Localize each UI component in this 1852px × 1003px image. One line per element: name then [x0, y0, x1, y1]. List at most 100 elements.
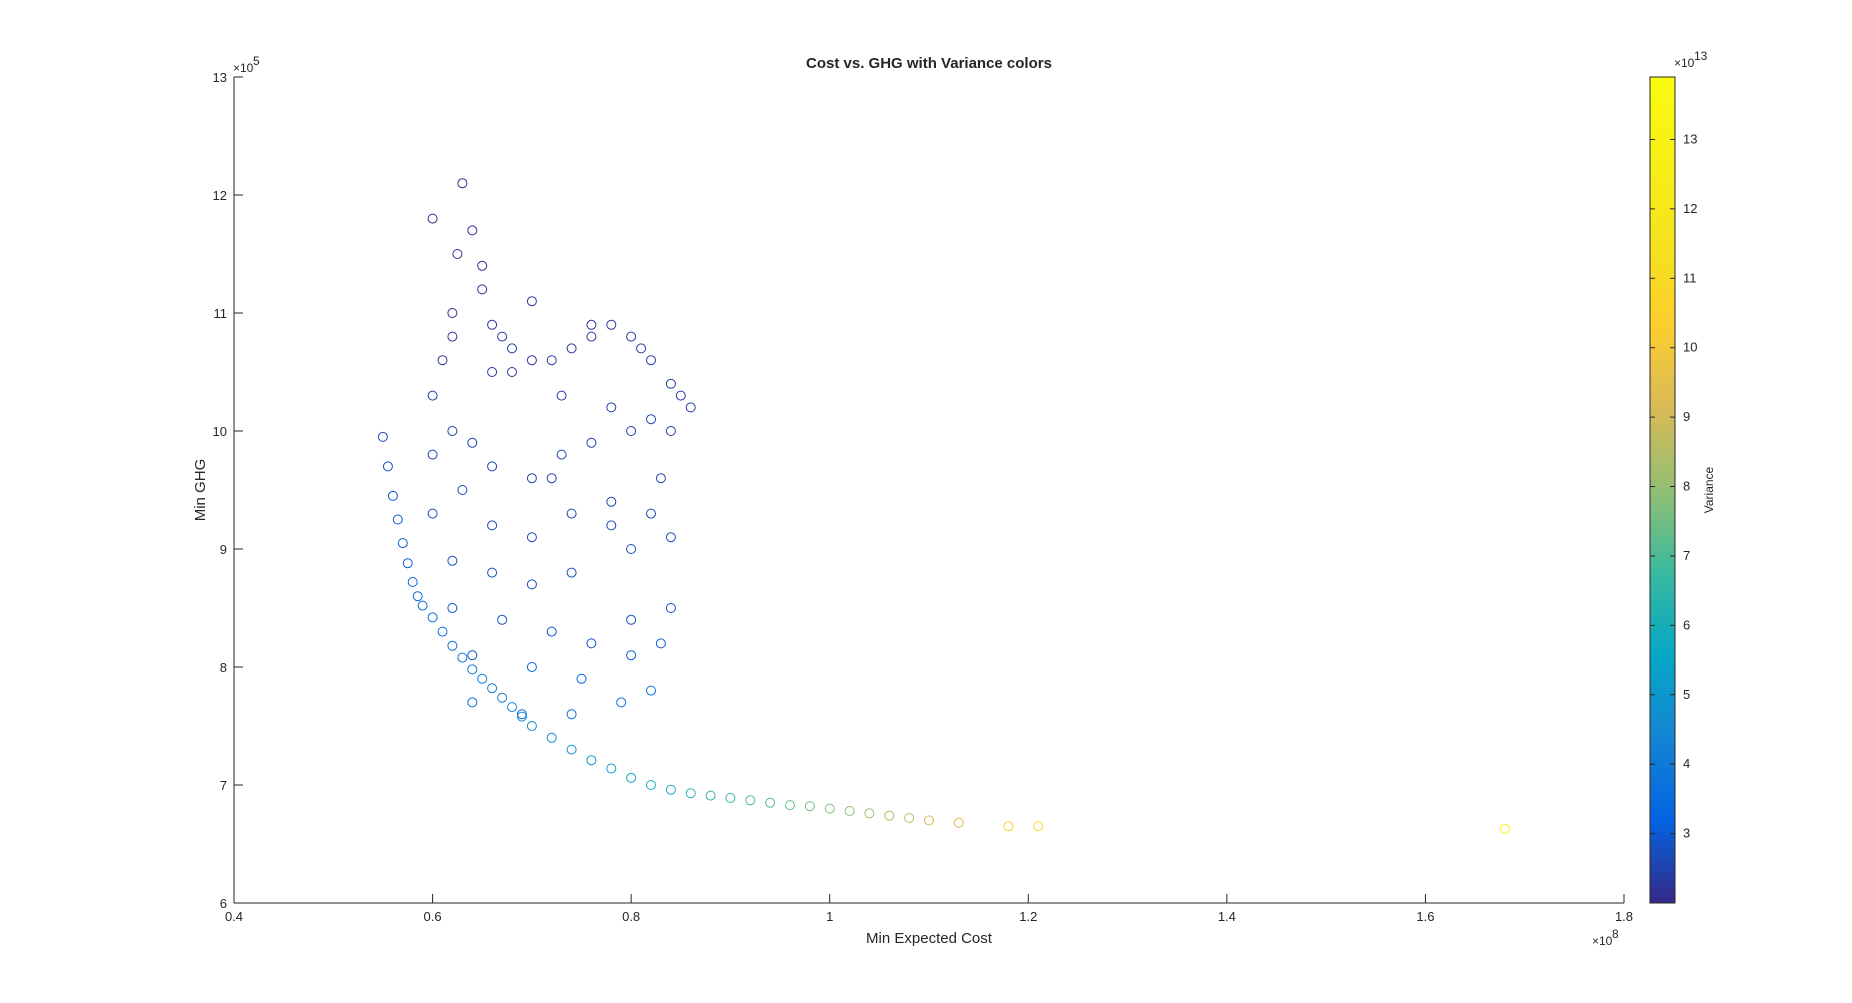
scatter-point	[382, 461, 393, 472]
scatter-point	[447, 603, 458, 613]
x-tick-label: 1.8	[1615, 909, 1633, 924]
scatter-point	[824, 803, 835, 814]
y-tick-label: 10	[213, 424, 227, 439]
scatter-point	[646, 508, 656, 519]
scatter-point	[412, 591, 423, 602]
scatter-point	[904, 813, 915, 823]
y-tick-label: 13	[213, 70, 227, 85]
scatter-point	[665, 784, 676, 795]
scatter-point	[864, 808, 875, 819]
scatter-point	[546, 473, 557, 484]
colorbar-tick-label: 5	[1683, 687, 1690, 702]
colorbar-label: Variance	[1702, 466, 1716, 513]
colorbar-tick-label: 11	[1683, 270, 1697, 285]
scatter-point	[765, 797, 776, 808]
scatter-point	[447, 555, 458, 566]
scatter-point	[566, 744, 577, 755]
scatter-point	[626, 331, 637, 342]
scatter-point	[526, 579, 537, 590]
x-axis-exponent-base: ×10	[1592, 934, 1613, 948]
scatter-point	[497, 614, 508, 625]
scatter-point	[586, 331, 597, 342]
colorbar-tick-label: 6	[1683, 617, 1690, 632]
scatter-point	[467, 437, 478, 448]
scatter-point	[452, 249, 463, 259]
x-tick-label: 0.6	[424, 909, 442, 924]
scatter-point	[646, 414, 656, 425]
scatter-point	[526, 473, 537, 484]
colorbar-tick-label: 7	[1683, 548, 1690, 563]
scatter-point	[655, 638, 666, 649]
scatter-point	[526, 721, 537, 731]
scatter-point	[576, 673, 587, 684]
scatter-point	[497, 692, 508, 703]
scatter-point	[467, 697, 478, 708]
scatter-point	[616, 697, 627, 708]
scatter-point	[437, 626, 448, 637]
colorbar-tick-label: 12	[1683, 201, 1697, 216]
scatter-point	[427, 508, 438, 519]
scatter-point	[884, 810, 895, 821]
scatter-point	[427, 390, 438, 401]
scatter-point	[566, 508, 577, 519]
scatter-point	[924, 815, 934, 826]
scatter-point	[477, 284, 488, 295]
scatter-point	[507, 702, 517, 713]
scatter-point	[487, 319, 498, 330]
x-tick-label: 1.4	[1218, 909, 1236, 924]
scatter-point	[655, 473, 666, 484]
y-tick-label: 11	[214, 306, 228, 321]
scatter-point	[556, 449, 567, 460]
x-axis-label: Min Expected Cost	[866, 930, 993, 947]
scatter-point	[646, 780, 656, 790]
y-axis-exponent: 5	[253, 54, 260, 68]
x-tick-label: 0.8	[622, 909, 640, 924]
scatter-point	[546, 355, 557, 366]
colorbar-tick-label: 4	[1683, 756, 1690, 771]
scatter-point	[487, 683, 498, 694]
scatter-point	[427, 612, 438, 623]
colorbar-tick-label: 13	[1683, 131, 1697, 146]
scatter-point	[566, 343, 577, 354]
x-tick-label: 1.2	[1019, 909, 1037, 924]
scatter-point	[586, 755, 597, 766]
scatter-point	[427, 449, 438, 460]
y-axis-exponent-base: ×10	[233, 61, 254, 75]
scatter-point	[665, 378, 676, 389]
scatter-point	[457, 178, 468, 189]
scatter-point	[665, 603, 676, 613]
scatter-point	[487, 520, 498, 531]
scatter-point	[487, 461, 498, 472]
scatter-point	[725, 793, 736, 803]
scatter-point	[526, 296, 537, 307]
scatter-point	[953, 817, 964, 828]
plot-area	[234, 77, 1624, 903]
scatter-point	[477, 673, 488, 684]
scatter-point	[477, 260, 488, 271]
scatter-point	[392, 514, 403, 525]
y-tick-label: 12	[213, 188, 227, 203]
scatter-point	[526, 532, 537, 543]
scatter-point	[844, 806, 855, 816]
scatter-point	[626, 650, 637, 661]
scatter-point	[626, 544, 637, 554]
scatter-point	[526, 662, 537, 672]
scatter-point	[447, 331, 458, 342]
scatter-point	[397, 538, 408, 549]
scatter-point	[1033, 821, 1044, 832]
y-axis-ticks: 6 7 8 9 10 11 12 13	[213, 70, 243, 911]
scatter-point	[626, 614, 637, 625]
scatter-point	[606, 496, 617, 507]
scatter-point	[467, 650, 478, 661]
scatter-point	[685, 788, 696, 799]
scatter-point	[487, 367, 498, 377]
colorbar-exponent: 13	[1694, 49, 1708, 63]
scatter-point	[606, 763, 617, 774]
y-tick-label: 6	[220, 896, 227, 911]
y-tick-label: 7	[220, 778, 227, 793]
scatter-point	[586, 319, 597, 330]
colorbar-exponent-base: ×10	[1674, 56, 1695, 70]
colorbar-ticks: 3 4 5 6 7 8 9 10 11 12 13	[1650, 131, 1697, 841]
scatter-point	[467, 664, 478, 675]
